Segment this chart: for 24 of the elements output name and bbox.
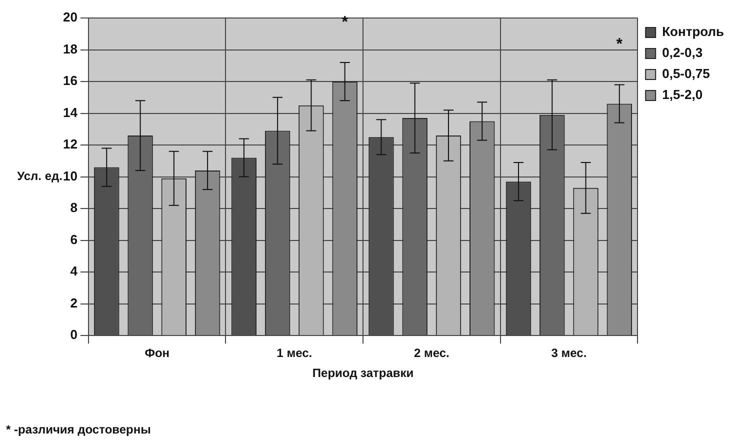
text: * -различия достоверны xyxy=(6,422,151,436)
legend-label: 0,5-0,75 xyxy=(662,66,710,82)
y-tick-label: 4 xyxy=(70,264,78,279)
y-tick-label: 0 xyxy=(70,327,78,342)
y-tick-label: 14 xyxy=(62,104,78,120)
legend-label: 1,5-2,0 xyxy=(662,87,703,102)
y-axis-title: Усл. ед. xyxy=(17,169,62,184)
y-tick-label: 6 xyxy=(70,232,78,247)
annotation: * xyxy=(616,36,624,54)
annotation: * xyxy=(342,14,349,31)
x-tick-label: 2 мес. xyxy=(414,346,450,360)
y-tick-label: 18 xyxy=(62,41,78,56)
y-tick-label: 2 xyxy=(70,295,78,310)
x-tick-label: Фон xyxy=(144,346,170,360)
y-tick-label: 10 xyxy=(62,168,78,184)
y-tick-label: 20 xyxy=(62,10,78,25)
y-tick-label: 8 xyxy=(70,200,78,216)
legend-label: 0,2-0,3 xyxy=(662,45,703,60)
x-tick-label: 1 мес. xyxy=(276,346,312,360)
y-tick-label: 16 xyxy=(62,73,78,88)
legend-label: Контроль xyxy=(662,24,724,40)
x-axis-title: Период затравки xyxy=(312,366,414,380)
y-tick-label: 12 xyxy=(62,136,78,152)
x-tick-label: 3 мес. xyxy=(551,346,587,360)
